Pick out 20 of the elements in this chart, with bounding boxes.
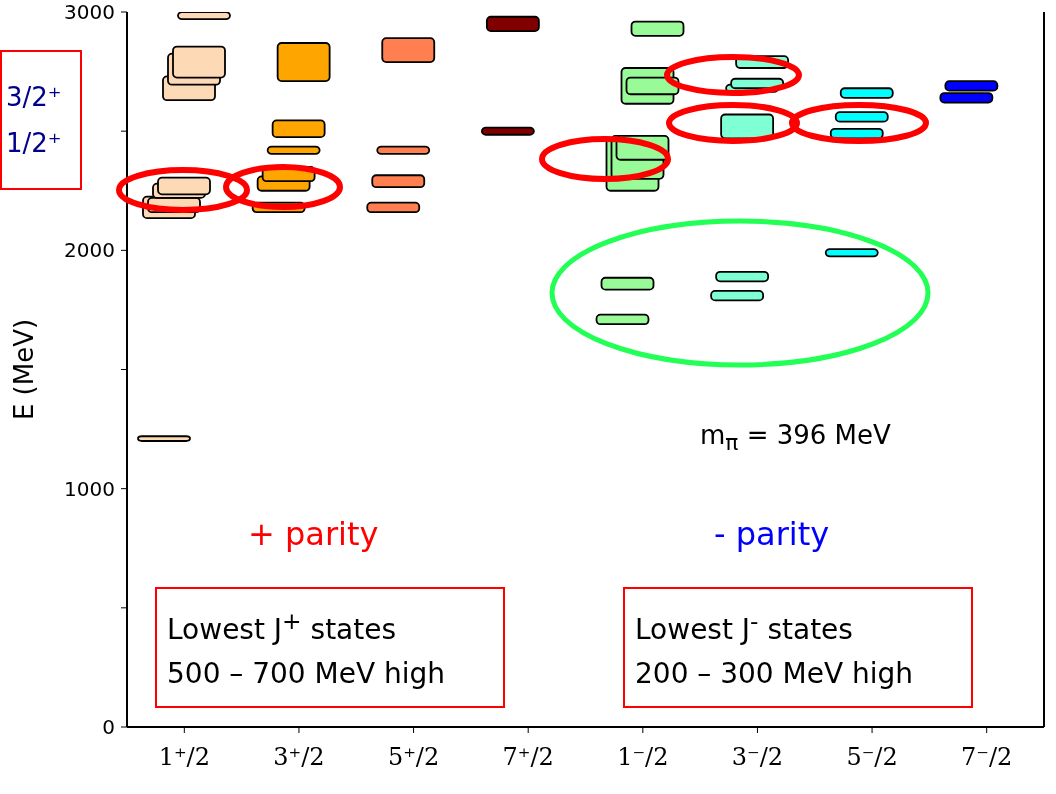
annotation: + parity (248, 515, 379, 553)
x-tick-label: 1⁻/2 (617, 743, 669, 771)
bar (177, 12, 231, 21)
x-tick-label: 3⁺/2 (273, 743, 325, 771)
text: 3/2⁺ 1/2⁺ (0, 50, 82, 190)
y-tick-label: 0 (102, 715, 115, 739)
y-tick-label: 1000 (64, 476, 115, 501)
x-tick-label: 5⁺/2 (387, 743, 440, 771)
x-tick-label: 5⁻/2 (846, 743, 898, 771)
annotation: Lowest J$^{+}$ states 500 – 700 MeV high (155, 587, 505, 709)
annotation: Lowest J$^{-}$ states 200 – 300 MeV high (623, 587, 973, 709)
x-tick-label: 3⁻/2 (731, 743, 784, 771)
annotation: m$_{π}$ = 396 MeV (700, 420, 891, 456)
x-tick-label: 7⁻/2 (961, 743, 1013, 771)
x-tick-label: 1⁺/2 (158, 743, 210, 771)
y-tick-label: 3000 (64, 0, 115, 24)
y-tick-label: 2000 (64, 238, 115, 263)
annotation: - parity (714, 515, 830, 553)
x-tick-label: 7⁺/2 (502, 743, 554, 771)
y-axis-title: E (MeV) (9, 318, 40, 421)
